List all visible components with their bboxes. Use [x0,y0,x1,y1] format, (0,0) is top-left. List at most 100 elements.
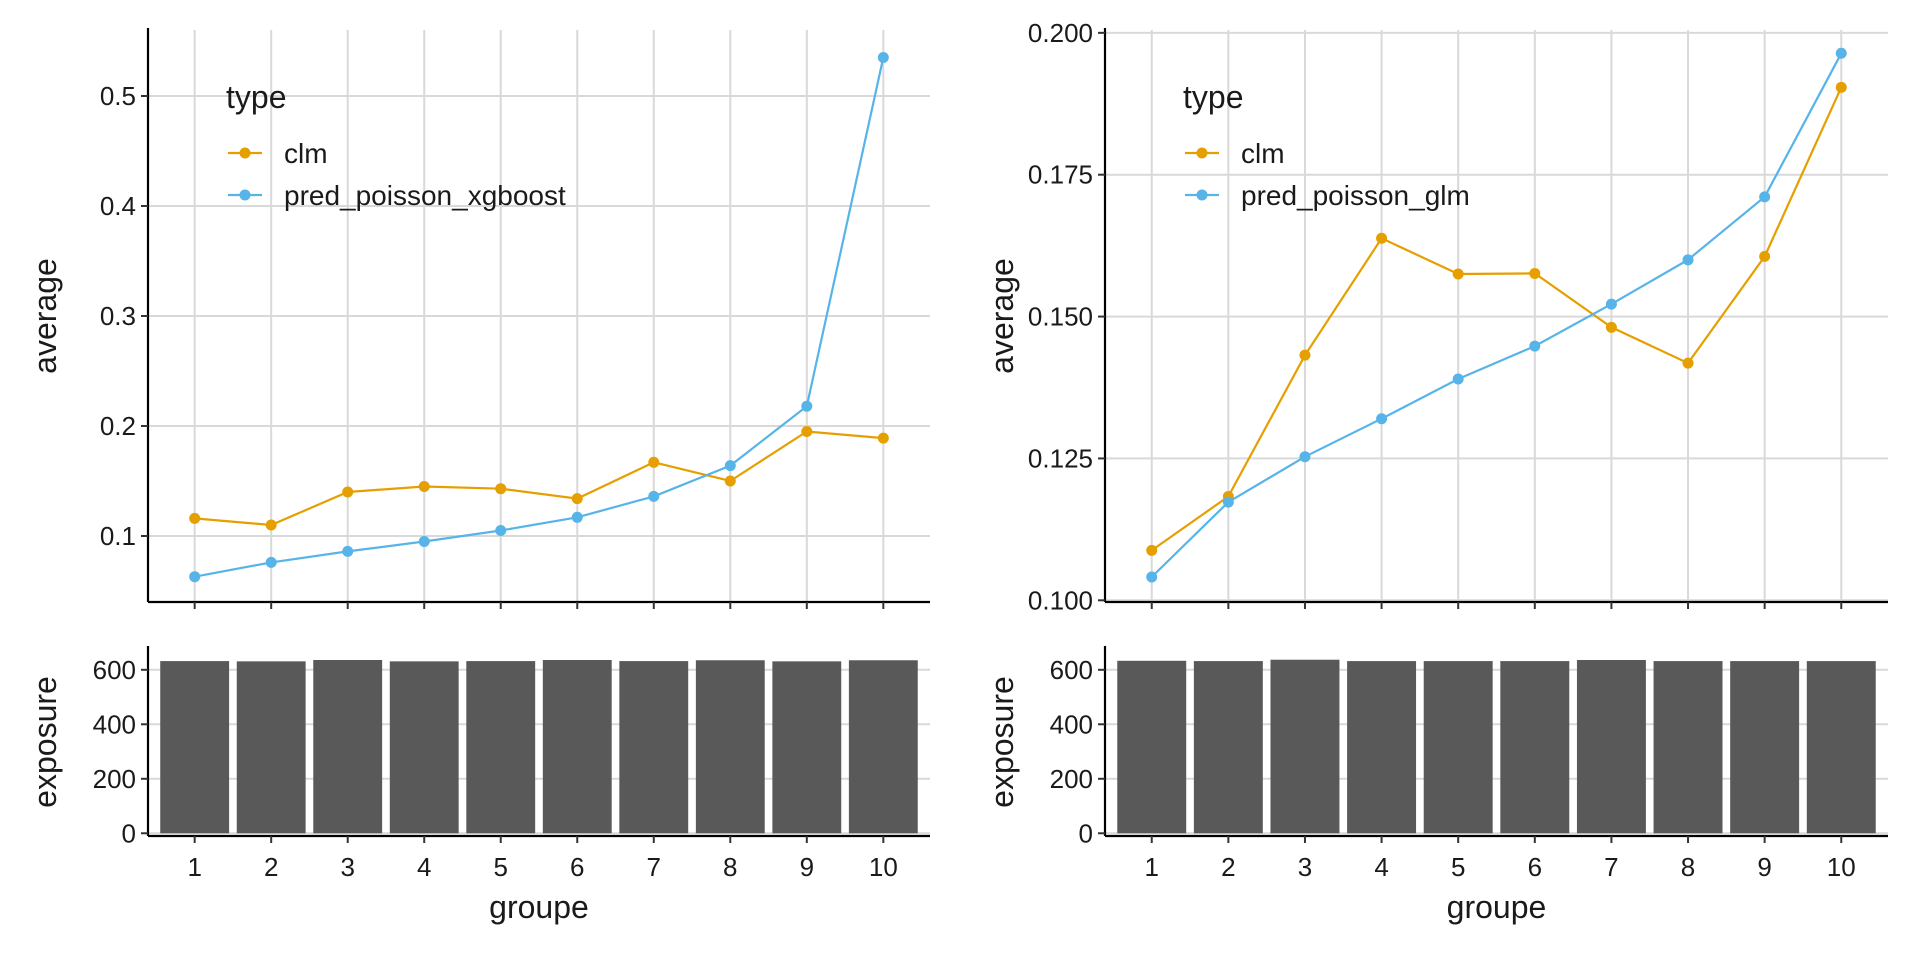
data-point-pred_poisson_xgboost-6 [571,511,583,523]
y-axis-title: average [27,258,63,374]
bar-9 [1730,661,1800,834]
bar-3 [1270,659,1340,834]
y-tick-label: 0.175 [1028,160,1093,190]
y-tick-label: 0.4 [100,191,136,221]
data-point-clm-6 [571,493,583,505]
legend-key-point [1196,189,1208,201]
data-point-clm-9 [1759,250,1771,262]
bar-8 [1653,661,1723,834]
panel-bottom-right: 0 200 400 600 1 2 3 4 5 6 7 8 9 10 exposure groupe [984,646,1888,925]
data-point-clm-1 [1146,544,1158,556]
x-tick-label: 4 [417,852,431,882]
y-tick-label: 0 [122,818,136,848]
y-axis-title: exposure [984,676,1020,808]
data-point-clm-4 [1376,232,1388,244]
data-point-clm-8 [1682,357,1694,369]
axes: 0.1 0.2 0.3 0.4 0.5 [100,28,930,609]
data-point-pred_poisson_xgboost-8 [724,460,736,472]
bar-3 [313,659,383,834]
axes: 0 200 400 600 1 2 3 4 5 6 7 8 9 10 [1050,646,1888,882]
x-axis-title: groupe [489,889,589,925]
axes: 0.100 0.125 0.150 0.175 0.200 [1028,18,1888,615]
data-point-pred_poisson_glm-7 [1605,298,1617,310]
grid-lines [1105,30,1888,602]
x-tick-label: 1 [1145,852,1159,882]
data-point-pred_poisson_xgboost-1 [189,571,201,583]
data-point-pred_poisson_glm-8 [1682,254,1694,266]
series-line-clm [1151,86,1843,552]
data-point-clm-8 [724,475,736,487]
data-point-pred_poisson_xgboost-9 [801,400,813,412]
x-tick-label: 9 [1757,852,1771,882]
bar-5 [466,661,536,834]
legend-key-point [1196,147,1208,159]
panel-top-left: 0.1 0.2 0.3 0.4 0.5 average type clm pred_poisso… [27,28,930,609]
y-tick-label: 0.5 [100,81,136,111]
bar-5 [1423,661,1493,834]
legend-key-point [239,189,251,201]
data-point-pred_poisson_xgboost-3 [342,545,354,557]
legend-label-pred_poisson_xgboost: pred_poisson_xgboost [284,180,566,211]
data-point-clm-6 [1529,267,1541,279]
y-tick-label: 0.2 [100,411,136,441]
x-tick-label: 2 [1221,852,1235,882]
y-tick-label: 200 [1050,764,1093,794]
legend: type clm pred_poisson_xgboost [226,79,566,211]
data-point-clm-10 [877,432,889,444]
y-tick-label: 400 [1050,709,1093,739]
bar-10 [1806,661,1876,834]
x-tick-label: 6 [570,852,584,882]
x-tick-label: 7 [647,852,661,882]
data-point-clm-5 [495,483,507,495]
y-tick-label: 0.100 [1028,585,1093,615]
data-point-clm-3 [1299,349,1311,361]
data-point-clm-3 [342,486,354,498]
data-point-clm-7 [1605,321,1617,333]
panel-top-right: 0.100 0.125 0.150 0.175 0.200 average type clm p… [984,18,1888,615]
y-tick-label: 600 [93,655,136,685]
x-axis-title: groupe [1447,889,1547,925]
data-point-clm-10 [1835,81,1847,93]
x-tick-label: 1 [187,852,201,882]
data-point-clm-7 [648,456,660,468]
x-tick-label: 5 [494,852,508,882]
legend-title: type [226,79,286,115]
axes: 0 200 400 600 1 2 3 4 5 6 7 8 9 10 [93,646,930,882]
y-tick-label: 200 [93,764,136,794]
bar-4 [1347,661,1417,834]
y-tick-label: 0.200 [1028,18,1093,48]
x-tick-label: 8 [723,852,737,882]
data-point-clm-1 [189,512,201,524]
x-tick-label: 9 [800,852,814,882]
bar-7 [1576,659,1646,834]
data-point-pred_poisson_xgboost-4 [418,536,430,547]
bar-6 [1500,661,1570,834]
legend-label-clm: clm [284,138,328,169]
data-point-pred_poisson_glm-2 [1222,496,1234,508]
y-axis-title: exposure [27,676,63,808]
data-point-pred_poisson_glm-4 [1376,413,1388,425]
grid-lines [148,30,930,602]
x-tick-label: 4 [1374,852,1388,882]
y-tick-label: 600 [1050,655,1093,685]
legend-label-pred_poisson_glm: pred_poisson_glm [1241,180,1470,211]
bar-1 [160,661,230,834]
data-point-pred_poisson_glm-1 [1146,571,1158,583]
data-point-pred_poisson_glm-5 [1452,373,1464,385]
data-point-pred_poisson_xgboost-7 [648,490,660,502]
y-tick-label: 0.150 [1028,302,1093,332]
legend-key-point [239,147,251,159]
bar-10 [848,660,918,834]
series-line-pred_poisson_glm [1150,52,1843,578]
data-point-pred_poisson_glm-10 [1835,47,1847,59]
data-point-pred_poisson_xgboost-2 [265,556,277,568]
x-tick-label: 8 [1681,852,1695,882]
y-tick-label: 0.1 [100,521,136,551]
data-point-clm-9 [801,426,813,437]
bar-2 [236,661,306,834]
data-point-pred_poisson_glm-9 [1759,191,1771,203]
x-tick-label: 7 [1604,852,1618,882]
legend-title: type [1183,79,1243,115]
x-tick-label: 5 [1451,852,1465,882]
